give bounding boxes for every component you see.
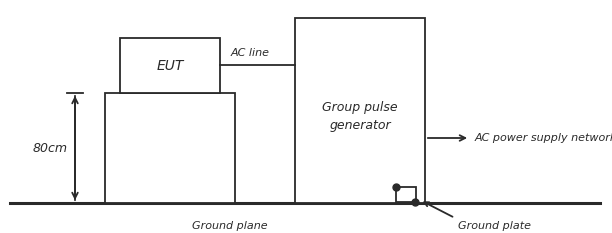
Text: 80cm: 80cm xyxy=(32,141,67,154)
Text: Ground plate: Ground plate xyxy=(458,221,531,231)
Text: AC line: AC line xyxy=(231,48,269,58)
Bar xyxy=(105,93,235,203)
Text: AC power supply network: AC power supply network xyxy=(475,133,612,143)
Text: Ground plane: Ground plane xyxy=(192,221,268,231)
Text: EUT: EUT xyxy=(156,59,184,73)
Text: generator: generator xyxy=(329,119,391,131)
Bar xyxy=(295,18,425,203)
Bar xyxy=(120,38,220,93)
Text: Group pulse: Group pulse xyxy=(322,102,398,114)
Bar xyxy=(396,187,416,202)
